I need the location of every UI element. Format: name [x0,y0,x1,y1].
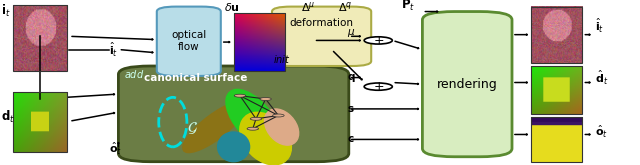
Text: canonical surface: canonical surface [144,73,248,83]
Bar [531,117,582,162]
Bar [531,66,582,114]
Text: $\Delta^q$: $\Delta^q$ [338,0,352,14]
Text: $+$: $+$ [372,80,384,93]
Text: $\Delta^\mu$: $\Delta^\mu$ [301,0,315,14]
Text: $\hat{\mathbf{i}}_t$: $\hat{\mathbf{i}}_t$ [595,17,604,35]
Ellipse shape [183,101,246,153]
Text: $\mathit{init}$: $\mathit{init}$ [273,53,291,65]
FancyBboxPatch shape [118,66,349,162]
Text: $\mathbf{i}_t$: $\mathbf{i}_t$ [1,3,11,19]
Text: $\mathcal{G}$: $\mathcal{G}$ [187,120,198,136]
Text: $\mathbf{P}_t$: $\mathbf{P}_t$ [401,0,415,13]
Circle shape [273,114,284,117]
Text: $\mu$: $\mu$ [347,27,355,39]
Circle shape [364,37,392,44]
Bar [13,5,67,71]
Bar [13,92,67,152]
Bar [531,7,582,63]
FancyBboxPatch shape [157,7,221,76]
Circle shape [234,94,246,97]
Text: $\mathit{add}$: $\mathit{add}$ [124,68,144,80]
Bar [234,13,285,71]
Text: $+$: $+$ [372,34,384,47]
Ellipse shape [218,132,250,162]
Text: $\delta\mathbf{u}$: $\delta\mathbf{u}$ [224,1,240,13]
Circle shape [364,83,392,90]
Text: optical
flow: optical flow [171,31,207,52]
FancyBboxPatch shape [422,12,512,157]
Ellipse shape [226,89,280,148]
Text: $\mathbf{q}$: $\mathbf{q}$ [347,72,355,83]
Text: deformation: deformation [289,18,353,28]
Ellipse shape [240,112,291,165]
Text: $\hat{\mathbf{o}}_t$: $\hat{\mathbf{o}}_t$ [595,124,608,140]
Circle shape [260,98,271,100]
Text: $\mathbf{s}$: $\mathbf{s}$ [347,104,355,114]
Text: rendering: rendering [437,78,497,91]
Text: $\hat{\mathbf{d}}_t$: $\hat{\mathbf{d}}_t$ [595,68,609,87]
Text: $\mathbf{c}$: $\mathbf{c}$ [347,134,355,144]
Text: $\hat{\mathbf{o}}_t$: $\hat{\mathbf{o}}_t$ [109,141,122,157]
Text: $\mathbf{d}_t$: $\mathbf{d}_t$ [1,109,15,125]
Ellipse shape [264,109,299,145]
FancyBboxPatch shape [272,7,371,66]
Circle shape [250,117,262,120]
Text: $\hat{\mathbf{i}}_t$: $\hat{\mathbf{i}}_t$ [109,40,118,59]
Circle shape [247,127,259,130]
